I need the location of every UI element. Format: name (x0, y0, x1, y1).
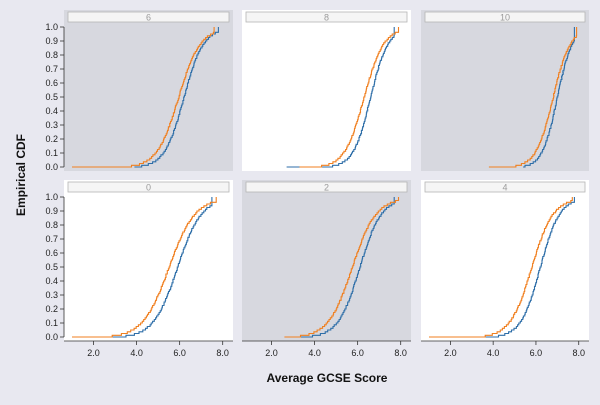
facet-panel-10: 10 (421, 10, 589, 171)
y-tick-label: 0.3 (45, 290, 58, 300)
facet-panel-8: 8 (242, 10, 411, 171)
y-tick-label: 0.3 (45, 120, 58, 130)
x-axis-title: Average GCSE Score (267, 371, 388, 385)
x-tick-label: 6.0 (173, 348, 186, 358)
y-tick-label: 0.9 (45, 206, 58, 216)
facet-background (242, 180, 411, 341)
y-tick-label: 1.0 (45, 192, 58, 202)
ecdf-line-blue (297, 197, 395, 338)
y-tick-label: 0.1 (45, 148, 58, 158)
x-tick-label: 8.0 (394, 348, 407, 358)
facet-strip (424, 181, 586, 193)
y-tick-label: 0.7 (45, 234, 58, 244)
facet-panel-2: 2 2.0 4.0 6.0 8.0 (242, 180, 411, 358)
ecdf-line-orange (72, 27, 215, 168)
facet-panel-6: 6 0.0 0.1 0.2 0.3 0.4 0.5 0.6 0.7 0.8 0.9 1.0 (45, 10, 233, 172)
facet-strip-label: 4 (502, 183, 507, 193)
facet-strip (245, 181, 408, 193)
ecdf-line-orange (488, 27, 578, 168)
facet-strip-label: 10 (500, 13, 510, 23)
x-tick-label: 8.0 (572, 348, 585, 358)
ecdf-line-blue (110, 197, 213, 338)
facet-strip-label: 0 (146, 183, 151, 193)
ecdf-line-blue (484, 197, 575, 338)
y-tick-label: 0.2 (45, 134, 58, 144)
y-tick-label: 0.7 (45, 64, 58, 74)
y-tick-label: 0.1 (45, 318, 58, 328)
y-tick-label: 0.8 (45, 220, 58, 230)
facet-strip-label: 2 (324, 183, 329, 193)
y-tick-label: 0.5 (45, 262, 58, 272)
x-tick-label: 4.0 (308, 348, 321, 358)
facet-strip (245, 11, 408, 23)
x-tick-label: 6.0 (351, 348, 364, 358)
facet-strip (424, 11, 586, 23)
ecdf-line-blue (134, 27, 219, 168)
y-tick-label: 0.9 (45, 36, 58, 46)
x-tick-label: 6.0 (530, 348, 543, 358)
y-tick-label: 0.0 (45, 162, 58, 172)
facet-background (242, 10, 411, 171)
x-tick-label: 8.0 (216, 348, 229, 358)
facet-strip (67, 181, 230, 193)
facet-panel-4: 4 2.0 4.0 6.0 8.0 (421, 180, 589, 358)
ecdf-line-blue (523, 27, 575, 168)
facet-strip-label: 8 (324, 13, 329, 23)
ecdf-line-orange (72, 197, 217, 338)
facet-background (64, 10, 233, 171)
ecdf-line-orange (284, 197, 400, 338)
y-axis-title: Empirical CDF (14, 134, 28, 216)
x-tick-label: 2.0 (265, 348, 278, 358)
x-tick-label: 4.0 (130, 348, 143, 358)
facet-strip (67, 11, 230, 23)
facet-panels: 6 0.0 0.1 0.2 0.3 0.4 0.5 0.6 0.7 0.8 0.9 1.0 8 10 0 0.… (45, 10, 589, 358)
y-tick-label: 0.6 (45, 248, 58, 258)
y-tick-label: 0.8 (45, 50, 58, 60)
x-tick-label: 4.0 (487, 348, 500, 358)
ecdf-line-orange (429, 197, 573, 338)
x-tick-label: 2.0 (87, 348, 100, 358)
y-tick-label: 1.0 (45, 22, 58, 32)
y-tick-label: 0.0 (45, 332, 58, 342)
facet-background (421, 10, 589, 171)
y-tick-label: 0.4 (45, 106, 58, 116)
facet-strip-label: 6 (146, 13, 151, 23)
y-tick-label: 0.4 (45, 276, 58, 286)
y-tick-label: 0.5 (45, 92, 58, 102)
y-tick-label: 0.2 (45, 304, 58, 314)
ecdf-line-blue (286, 27, 395, 168)
ecdf-line-orange (299, 27, 400, 168)
y-tick-label: 0.6 (45, 78, 58, 88)
x-tick-label: 2.0 (444, 348, 457, 358)
facet-panel-0: 0 0.0 0.1 0.2 0.3 0.4 0.5 0.6 0.7 0.8 0.9 1.0 2.0 4.0… (45, 180, 233, 358)
